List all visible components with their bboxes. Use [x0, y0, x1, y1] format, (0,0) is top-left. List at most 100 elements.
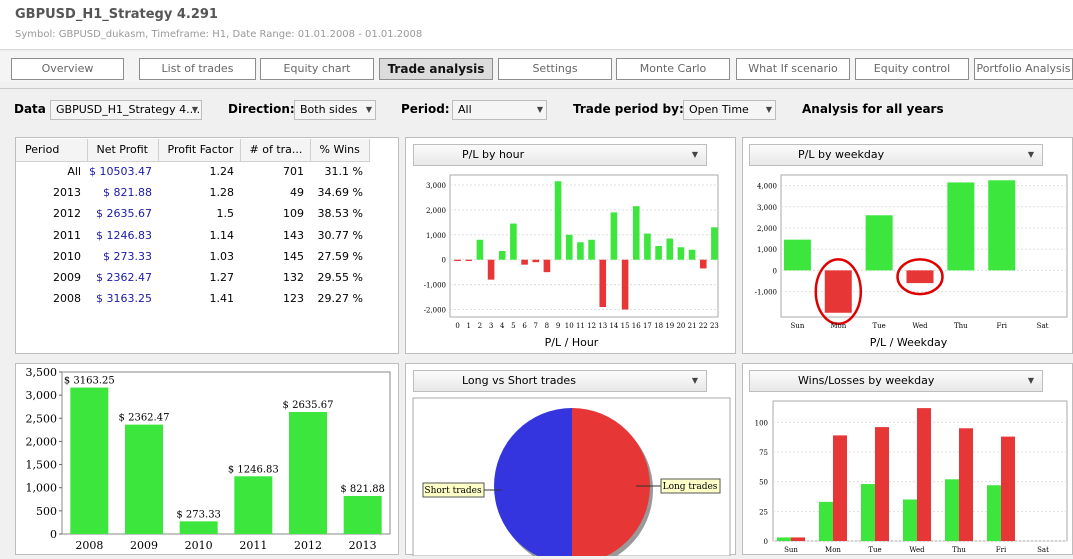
- x-tick-label: 9: [556, 322, 560, 330]
- column-header[interactable]: Period: [16, 139, 88, 162]
- bar: [677, 247, 685, 260]
- bar-wins: [819, 501, 833, 541]
- bar: [599, 259, 607, 308]
- period-label: Period:: [401, 102, 450, 116]
- table-row[interactable]: 2009 $ 2362.47 1.27 132 29.55 %: [16, 267, 369, 288]
- data-label: $ 1246.83: [228, 464, 279, 475]
- bar: [70, 387, 109, 534]
- x-tick-label: 4: [500, 322, 505, 330]
- chevron-down-icon: ▼: [536, 105, 543, 114]
- bar: [343, 495, 382, 534]
- x-tick-label: 15: [621, 322, 630, 330]
- pie-slice-long: [572, 408, 650, 559]
- y-tick-label: 0: [764, 538, 768, 546]
- table-row[interactable]: 2008 $ 3163.25 1.41 123 29.27 %: [16, 288, 369, 309]
- y-tick-label: 2,000: [757, 225, 777, 233]
- column-header[interactable]: Net Profit: [87, 139, 159, 162]
- x-tick-label: 18: [654, 322, 663, 330]
- table-cell: 2010: [53, 249, 81, 263]
- bar: [498, 250, 506, 260]
- bar: [476, 239, 484, 260]
- period-select-value: All: [458, 103, 472, 116]
- y-tick-label: 1,000: [757, 246, 777, 254]
- table-cell: 34.69 %: [317, 186, 363, 200]
- bar: [521, 259, 528, 265]
- period-table: Period Net Profit Profit Factor # of tra…: [16, 139, 370, 309]
- tab-equity-chart[interactable]: Equity chart: [260, 58, 374, 80]
- x-tick-label: Fri: [996, 546, 1007, 554]
- table-row[interactable]: 2013 $ 821.88 1.28 49 34.69 %: [16, 182, 369, 203]
- long-short-dropdown[interactable]: Long vs Short trades ▼: [413, 370, 707, 392]
- data-label: $ 821.88: [340, 484, 385, 495]
- trade-period-select-value: Open Time: [689, 103, 749, 116]
- hour-chart-dropdown[interactable]: P/L by hour ▼: [413, 144, 707, 166]
- divider: [0, 88, 1073, 89]
- bar: [454, 259, 461, 261]
- chevron-down-icon: ▼: [1027, 150, 1034, 159]
- x-tick-label: 16: [632, 322, 641, 330]
- table-row[interactable]: 2012 $ 2635.67 1.5 109 38.53 %: [16, 203, 369, 224]
- chevron-down-icon: ▼: [691, 150, 698, 159]
- table-cell: 1.27: [209, 271, 235, 285]
- y-tick-label: -1,000: [424, 282, 446, 290]
- x-tick-label: 2008: [75, 539, 103, 552]
- y-tick-label: 4,000: [757, 183, 777, 191]
- tab-equity-control[interactable]: Equity control: [855, 58, 969, 80]
- column-header[interactable]: Profit Factor: [158, 139, 241, 162]
- bar-losses: [833, 435, 847, 541]
- tab-overview[interactable]: Overview: [11, 58, 124, 80]
- bar: [577, 242, 584, 260]
- data-select[interactable]: GBPUSD_H1_Strategy 4.... ▼: [50, 100, 202, 120]
- table-cell: 1.5: [216, 207, 235, 221]
- x-tick-label: Sat: [1037, 322, 1049, 330]
- column-header[interactable]: # of tra...: [240, 139, 311, 162]
- tab-list-of-trades[interactable]: List of trades: [139, 58, 256, 80]
- chevron-down-icon: ▼: [765, 105, 772, 114]
- tab-monte-carlo[interactable]: Monte Carlo: [616, 58, 730, 80]
- legend-box-short: [422, 482, 485, 498]
- table-row[interactable]: All $ 10503.47 1.24 701 31.1 %: [16, 161, 369, 182]
- tab-trade-analysis[interactable]: Trade analysis: [379, 58, 493, 80]
- table-cell: 2011: [53, 228, 81, 242]
- x-tick-label: 2: [478, 322, 482, 330]
- highlight-circle: [814, 258, 863, 326]
- bar-wins: [945, 479, 959, 541]
- tab-what-if-scenario[interactable]: What If scenario: [736, 58, 850, 80]
- table-cell: 145: [283, 249, 304, 263]
- bar: [644, 233, 651, 260]
- bar-wins: [777, 537, 791, 541]
- table-cell: 2012: [53, 207, 81, 221]
- x-tick-label: 13: [598, 322, 607, 330]
- weekday-chart-dropdown[interactable]: P/L by weekday ▼: [749, 144, 1043, 166]
- period-select[interactable]: All ▼: [452, 100, 547, 120]
- bar: [588, 239, 595, 260]
- tab-bar: Overview List of trades Equity chart Tra…: [0, 52, 1073, 82]
- hour-chart-dropdown-label: P/L by hour: [462, 148, 525, 161]
- table-cell: 132: [283, 271, 304, 285]
- table-cell: $ 3163.25: [96, 292, 152, 306]
- table-row[interactable]: 2011 $ 1246.83 1.14 143 30.77 %: [16, 225, 369, 246]
- table-cell: All: [67, 165, 81, 179]
- y-tick-label: 50: [759, 479, 768, 487]
- x-tick-label: 11: [576, 322, 585, 330]
- y-tick-label: -1,000: [755, 289, 777, 297]
- table-cell: 123: [283, 292, 304, 306]
- column-header[interactable]: % Wins: [310, 139, 370, 162]
- tab-settings[interactable]: Settings: [498, 58, 612, 80]
- tab-portfolio-analysis[interactable]: Portfolio Analysis: [974, 58, 1073, 80]
- wins-losses-chart: 0 25 50 75 100 Sun Mon Tue Wed Thu Fri Sat: [755, 400, 1068, 554]
- table-row[interactable]: 2010 $ 273.33 1.03 145 27.59 %: [16, 246, 369, 267]
- analysis-scope: Analysis for all years: [802, 102, 944, 116]
- wins-losses-dropdown[interactable]: Wins/Losses by weekday ▼: [749, 370, 1043, 392]
- trade-period-select[interactable]: Open Time ▼: [683, 100, 776, 120]
- data-select-value: GBPUSD_H1_Strategy 4....: [56, 103, 201, 116]
- x-tick-label: Wed: [912, 322, 928, 330]
- bar-wins: [987, 485, 1001, 541]
- y-tick-label: 100: [755, 419, 768, 427]
- table-cell: 143: [283, 228, 304, 242]
- yearly-profit-chart: 0 500 1,000 1,500 2,000 2,500 3,000 3,500 $ 3163…: [26, 366, 391, 552]
- bar: [565, 234, 573, 260]
- direction-select[interactable]: Both sides ▼: [294, 100, 376, 120]
- x-tick-label: 19: [665, 322, 674, 330]
- wins-losses-panel: 0 25 50 75 100 Sun Mon Tue Wed Thu Fri Sat: [742, 363, 1073, 555]
